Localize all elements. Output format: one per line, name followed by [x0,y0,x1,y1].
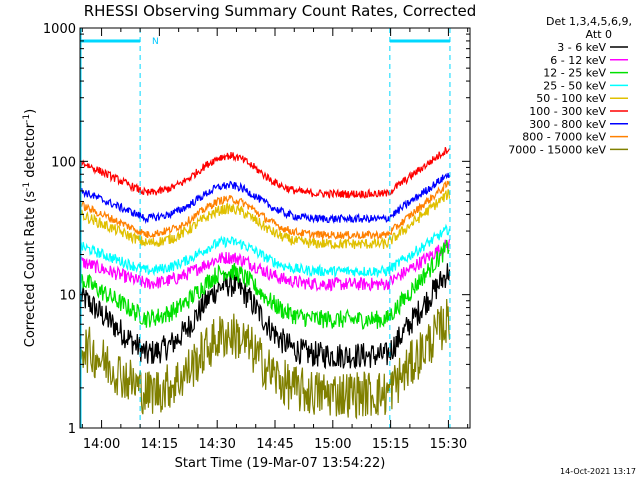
y-tick-label: 1000 [43,22,76,37]
plot-markers [80,28,451,428]
legend-label-8: 7000 - 15000 keV [508,143,606,156]
legend-label-0: 3 - 6 keV [557,41,606,54]
y-tick-label: 10 [59,289,76,304]
x-axis-ticks: 14:00 14:15 14:30 14:45 15:00 15:15 15:30 [81,28,469,452]
legend-label-5: 100 - 300 keV [529,105,606,118]
x-tick-label: 14:15 [141,437,178,452]
x-tick-label: 14:00 [83,437,120,452]
series-line-8 [80,298,451,420]
legend-label-6: 300 - 800 keV [529,118,606,131]
series-line-5 [80,147,451,199]
series-line-7 [80,180,451,241]
x-tick-label: 14:45 [256,437,293,452]
legend-label-7: 800 - 7000 keV [522,131,606,144]
series-line-6 [80,172,451,225]
legend-label-2: 12 - 25 keV [543,67,606,80]
y-axis-label: Corrected Count Rate (s-1 detector-1) [22,109,38,347]
x-tick-label: 15:30 [430,437,467,452]
series-line-2 [80,239,450,330]
x-axis-label: Start Time (19-Mar-07 13:54:22) [175,456,386,471]
series-line-3 [80,223,451,279]
series-line-1 [81,239,451,292]
legend-label-3: 25 - 50 keV [543,79,606,92]
series-line-0 [80,263,451,370]
series-line-4 [80,189,451,250]
x-tick-label: 15:00 [314,437,351,452]
night-marker-label: N [152,37,159,47]
chart-title: RHESSI Observing Summary Count Rates, Co… [84,2,477,20]
x-tick-label: 14:30 [198,437,235,452]
y-axis-ticks: 1 10 100 1000 [43,22,470,437]
legend-label-4: 50 - 100 keV [536,92,606,105]
legend-header-line1: Det 1,3,4,5,6,9, [546,15,632,28]
legend-header-line2: Att 0 [586,28,612,41]
plot-series [80,147,451,420]
y-tick-label: 100 [51,155,76,170]
generation-timestamp: 14-Oct-2021 13:17 [560,467,636,476]
legend-label-1: 6 - 12 keV [550,54,606,67]
x-tick-label: 15:15 [372,437,409,452]
y-tick-label: 1 [68,422,76,437]
